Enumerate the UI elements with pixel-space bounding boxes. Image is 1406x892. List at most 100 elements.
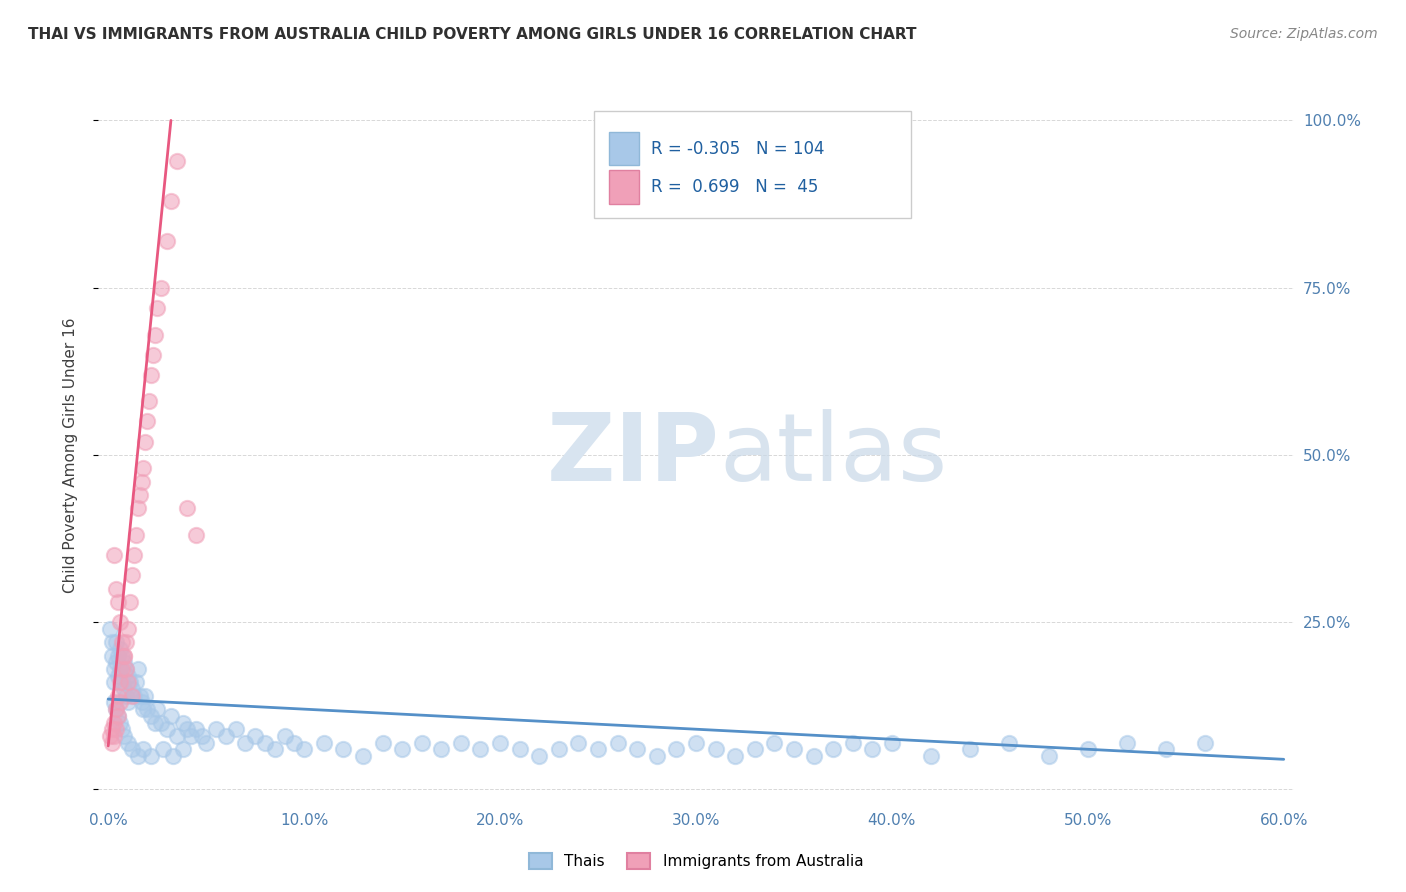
Point (567, 735, 589, 749)
Point (108, 642, 131, 657)
Point (131, 696, 153, 710)
Point (744, 742, 766, 756)
Point (127, 501, 149, 516)
Point (108, 675, 131, 690)
Point (115, 662, 138, 676)
Point (509, 742, 531, 756)
Point (141, 368, 163, 382)
Point (292, 742, 315, 756)
Point (141, 708, 163, 723)
Point (179, 729, 201, 743)
Point (156, 234, 179, 248)
Point (115, 689, 138, 703)
Point (156, 723, 179, 737)
Point (98, 622, 121, 636)
Point (117, 675, 139, 690)
Point (547, 742, 569, 756)
Point (150, 281, 173, 295)
Point (803, 749, 825, 764)
Point (450, 735, 472, 749)
Point (121, 568, 143, 582)
Point (112, 655, 135, 669)
Point (1038, 749, 1060, 764)
Point (128, 689, 150, 703)
Point (127, 662, 149, 676)
Point (142, 348, 165, 362)
Point (111, 635, 134, 649)
Text: R =  0.699   N =  45: R = 0.699 N = 45 (651, 178, 818, 196)
Point (160, 708, 183, 723)
Point (112, 729, 135, 743)
Point (191, 729, 214, 743)
Point (105, 655, 128, 669)
Point (172, 742, 194, 756)
Point (105, 723, 128, 737)
Point (103, 662, 125, 676)
Point (176, 723, 198, 737)
Point (105, 635, 128, 649)
Point (685, 735, 707, 749)
Point (332, 742, 354, 756)
Point (117, 735, 139, 749)
Point (243, 729, 266, 743)
Point (117, 696, 139, 710)
Point (121, 742, 143, 756)
Point (704, 742, 727, 756)
Point (107, 689, 129, 703)
Point (107, 669, 129, 683)
Point (118, 675, 141, 690)
Point (124, 528, 146, 542)
Point (134, 434, 156, 449)
Point (98, 729, 121, 743)
Point (606, 735, 628, 749)
Point (470, 742, 492, 756)
Point (136, 702, 159, 716)
Point (132, 461, 155, 475)
Point (101, 723, 124, 737)
Point (172, 715, 194, 730)
Point (998, 735, 1021, 749)
Point (118, 595, 141, 609)
Point (253, 735, 276, 749)
Point (103, 675, 125, 690)
Point (132, 742, 155, 756)
Point (195, 735, 218, 749)
Point (665, 742, 688, 756)
FancyBboxPatch shape (609, 132, 638, 166)
Point (146, 702, 169, 716)
Point (146, 301, 169, 315)
Text: THAI VS IMMIGRANTS FROM AUSTRALIA CHILD POVERTY AMONG GIRLS UNDER 16 CORRELATION: THAI VS IMMIGRANTS FROM AUSTRALIA CHILD … (28, 27, 917, 42)
Point (108, 696, 131, 710)
Point (103, 696, 125, 710)
Point (107, 708, 129, 723)
Point (101, 648, 124, 663)
Point (1194, 735, 1216, 749)
Point (150, 715, 173, 730)
Point (103, 715, 125, 730)
Point (141, 749, 163, 764)
Point (920, 749, 942, 764)
Text: atlas: atlas (720, 409, 948, 501)
Point (489, 735, 512, 749)
Point (105, 702, 128, 716)
Point (783, 742, 806, 756)
Point (312, 735, 335, 749)
Point (111, 723, 134, 737)
Point (112, 648, 135, 663)
Point (352, 749, 374, 764)
Point (105, 702, 128, 716)
Point (108, 615, 131, 630)
Point (108, 715, 131, 730)
Point (111, 662, 134, 676)
Point (103, 548, 125, 563)
Point (176, 501, 198, 516)
Point (107, 595, 129, 609)
Point (860, 742, 883, 756)
Point (115, 635, 138, 649)
Point (112, 681, 135, 696)
FancyBboxPatch shape (595, 111, 911, 219)
Point (107, 648, 129, 663)
Point (205, 723, 228, 737)
Point (131, 475, 153, 489)
Text: R = -0.305   N = 104: R = -0.305 N = 104 (651, 140, 824, 158)
